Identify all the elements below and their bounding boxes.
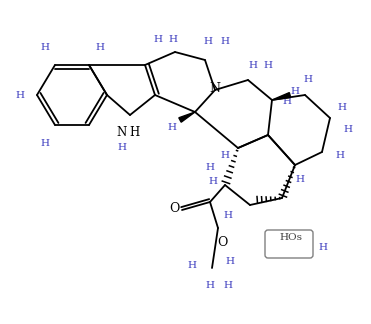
Text: HOs: HOs xyxy=(279,233,302,241)
Text: H: H xyxy=(338,103,347,112)
Text: H: H xyxy=(318,244,328,252)
Text: O: O xyxy=(217,236,227,249)
Text: H: H xyxy=(95,42,105,52)
Text: H: H xyxy=(223,211,233,219)
Text: H: H xyxy=(220,38,230,47)
Text: H: H xyxy=(303,75,312,85)
Text: H: H xyxy=(335,151,345,159)
Text: H: H xyxy=(344,125,352,134)
Text: H: H xyxy=(282,98,292,107)
Text: H: H xyxy=(206,164,214,172)
Text: H: H xyxy=(263,61,273,70)
Text: H: H xyxy=(290,87,299,97)
Text: N: N xyxy=(117,125,127,138)
Text: H: H xyxy=(206,281,214,290)
Text: H: H xyxy=(204,38,213,47)
Text: H: H xyxy=(167,123,177,133)
FancyBboxPatch shape xyxy=(265,230,313,258)
Text: O: O xyxy=(169,202,179,214)
Text: H: H xyxy=(226,258,234,267)
Text: H: H xyxy=(187,260,197,270)
Text: H: H xyxy=(118,144,127,153)
Text: N: N xyxy=(210,82,220,95)
Text: H: H xyxy=(249,61,257,70)
Text: H: H xyxy=(168,36,177,44)
Text: H: H xyxy=(223,281,233,290)
Text: H: H xyxy=(16,90,24,99)
Polygon shape xyxy=(272,93,290,100)
Text: H: H xyxy=(154,36,162,44)
Text: H: H xyxy=(209,178,217,187)
Text: H: H xyxy=(129,126,139,140)
Text: H: H xyxy=(295,176,305,184)
Text: H: H xyxy=(220,151,230,159)
Text: H: H xyxy=(40,42,49,52)
Polygon shape xyxy=(179,112,195,122)
Text: H: H xyxy=(40,138,49,147)
